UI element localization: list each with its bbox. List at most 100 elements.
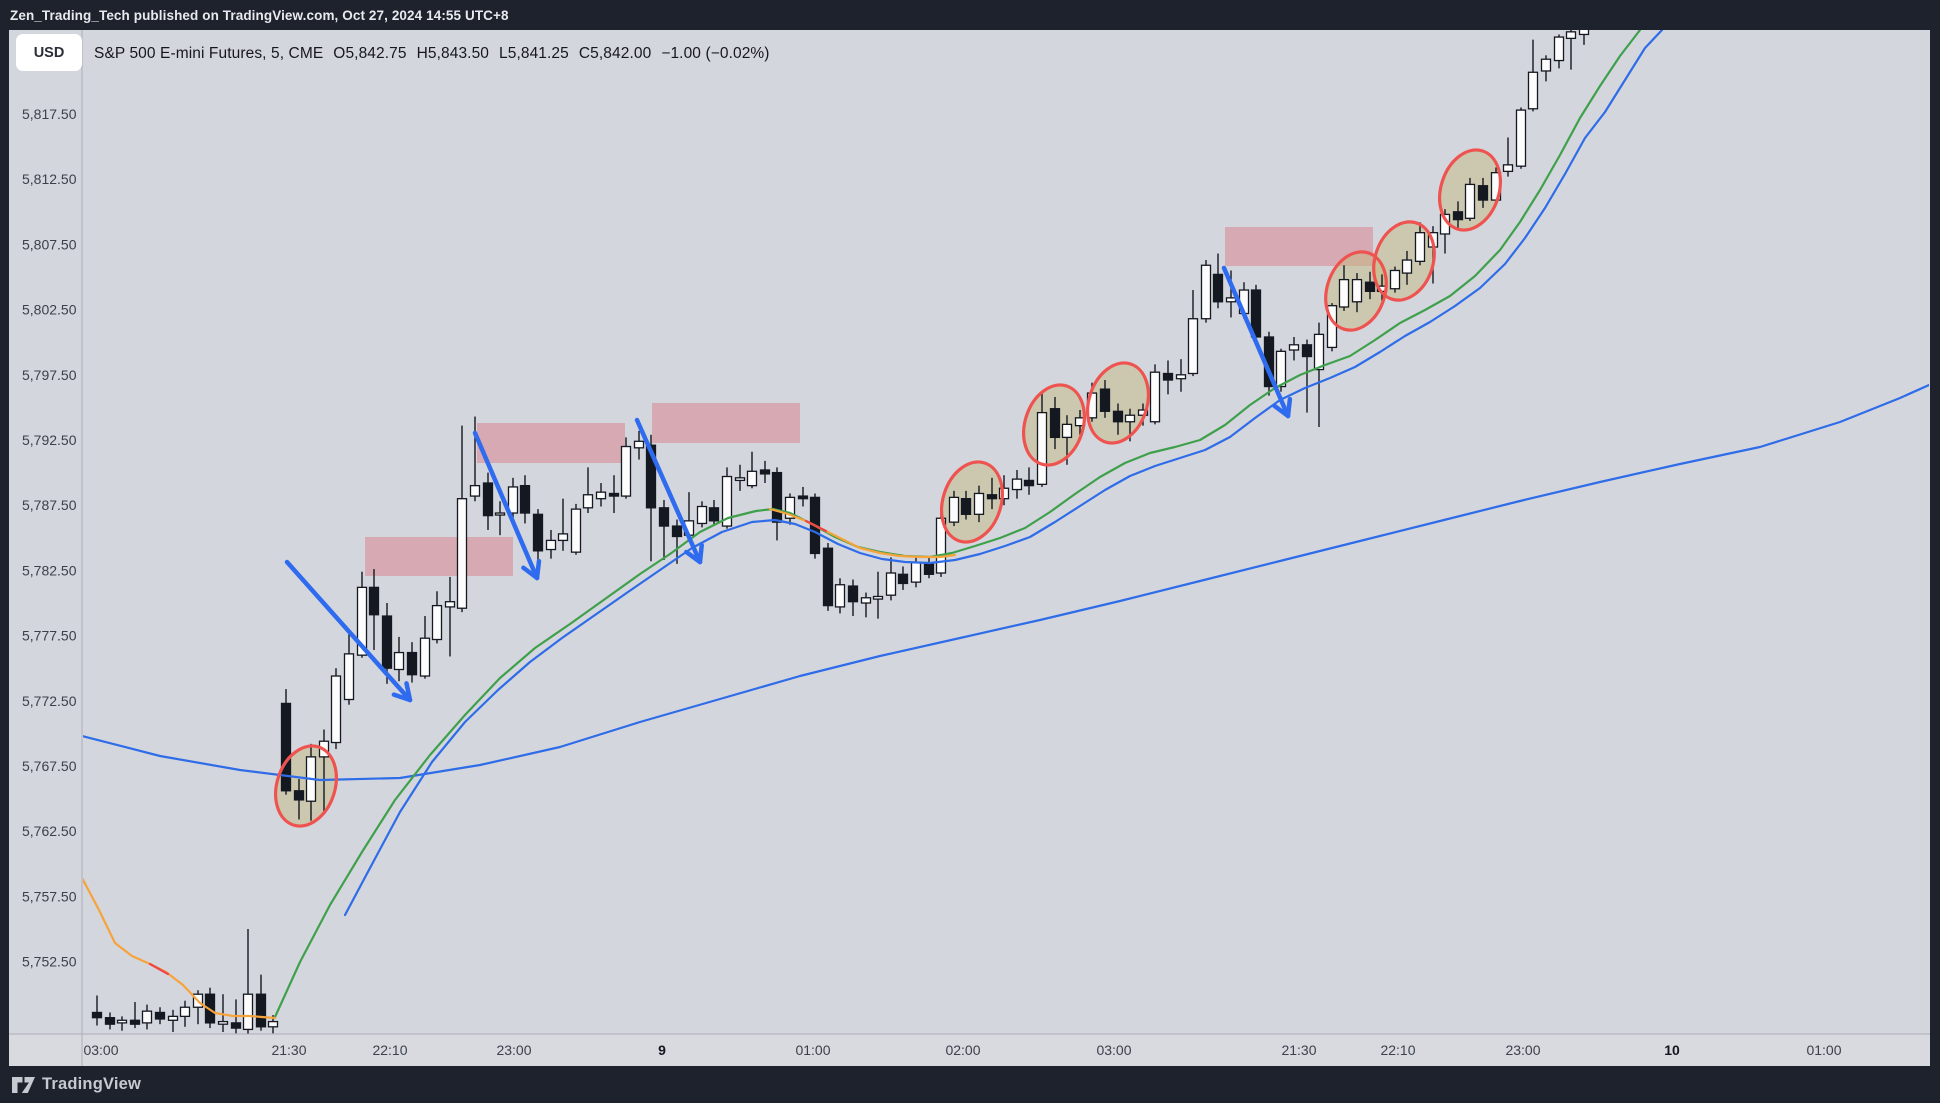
candle-bearish <box>822 547 834 607</box>
candle-bearish <box>986 494 998 500</box>
arrow-head <box>534 558 542 581</box>
candle-bearish <box>293 790 305 801</box>
tradingview-logo-icon <box>12 1076 35 1093</box>
brand-text: TradingView <box>42 1075 142 1093</box>
down-arrow-drawing[interactable] <box>284 559 413 703</box>
ma-red-left <box>148 962 170 976</box>
arrow-head <box>1272 403 1291 419</box>
highlight-ellipse[interactable] <box>1364 214 1444 308</box>
arrow-head <box>404 681 413 703</box>
time-axis-label: 23:00 <box>1505 1042 1540 1058</box>
supply-zone-box[interactable] <box>652 403 800 443</box>
currency-toggle-button[interactable]: USD <box>16 34 82 71</box>
change-value: −1.00 (−0.02%) <box>661 45 770 62</box>
candle-bearish <box>482 482 494 517</box>
candle-bullish <box>217 1020 229 1025</box>
candle-bullish <box>696 505 708 525</box>
arrow-shaft <box>1221 265 1291 419</box>
candle-bullish <box>1175 374 1187 380</box>
candle-bullish <box>469 484 481 497</box>
arrow-head <box>697 542 704 565</box>
highlight-ellipse[interactable] <box>266 738 347 834</box>
down-arrow-drawing[interactable] <box>634 417 704 565</box>
candle-bullish <box>1288 344 1300 351</box>
price-axis-label: 5,767.50 <box>22 758 77 774</box>
candle-bullish <box>179 1006 191 1018</box>
time-axis-strip[interactable] <box>9 1034 1930 1066</box>
highlight-ellipse[interactable] <box>1316 244 1396 338</box>
arrow-head <box>1285 396 1293 419</box>
highlight-ellipse-fill[interactable] <box>1078 355 1159 451</box>
candle-bearish <box>154 1011 166 1020</box>
chart-pane[interactable] <box>82 16 1929 1034</box>
candle-bearish <box>658 507 670 527</box>
highlight-ellipse[interactable] <box>1014 377 1095 473</box>
candle-bullish <box>1187 318 1199 375</box>
down-arrow-drawing[interactable] <box>472 430 542 581</box>
candle-bullish <box>1313 333 1325 371</box>
candle-bullish <box>1540 58 1552 72</box>
supply-zone-box[interactable] <box>365 537 513 576</box>
price-axis-label: 5,787.50 <box>22 497 77 513</box>
candle-bearish <box>104 1017 116 1025</box>
down-arrow-drawing[interactable] <box>1221 265 1293 419</box>
candle-bullish <box>746 470 758 487</box>
candle-bullish <box>1414 232 1426 263</box>
time-axis-label: 03:00 <box>1096 1042 1131 1058</box>
time-axis-label: 03:00 <box>83 1042 118 1058</box>
arrow-head <box>684 549 703 565</box>
candle-bullish <box>633 440 645 449</box>
candle-bullish <box>784 496 796 519</box>
candle-bullish <box>116 1019 128 1024</box>
candle-bearish <box>381 615 393 669</box>
time-axis-label: 01:00 <box>1806 1042 1841 1058</box>
candle-bearish <box>280 702 292 792</box>
ma-orange-left <box>83 877 277 1020</box>
arrow-head <box>521 565 540 581</box>
candle-bearish <box>1049 408 1061 439</box>
arrow-head <box>391 692 413 703</box>
candle-bearish <box>608 492 620 497</box>
arrow-shaft <box>634 417 703 565</box>
time-axis[interactable]: 03:00 21:30 22:10 23:00 9 01:00 02:00 03:00 21:3… <box>83 1042 1841 1058</box>
candle-bullish <box>1200 264 1212 320</box>
price-axis[interactable]: 5,817.50 5,812.50 5,807.50 5,802.50 5,797.50… <box>22 106 77 970</box>
price-axis-label: 5,792.50 <box>22 432 77 448</box>
candle-bullish <box>620 445 632 497</box>
ma-long-blue <box>83 383 1929 782</box>
candle-bullish <box>1578 30 1590 36</box>
candle-bullish <box>1011 478 1023 491</box>
price-axis-label: 5,782.50 <box>22 562 77 578</box>
highlight-ellipse[interactable] <box>932 454 1013 550</box>
ma-mid-blue <box>343 30 1664 917</box>
price-axis-label: 5,797.50 <box>22 367 77 383</box>
candle-bearish <box>1112 410 1124 423</box>
price-axis-label: 5,807.50 <box>22 236 77 252</box>
candle-bearish <box>368 586 380 616</box>
price-axis-label: 5,757.50 <box>22 888 77 904</box>
ohlc-close: C5,842.00 <box>578 45 652 62</box>
candle-bullish <box>1401 259 1413 274</box>
candle-bullish <box>860 597 872 604</box>
highlight-ellipse[interactable] <box>1078 355 1159 451</box>
candle-bearish <box>255 993 267 1028</box>
candle-bullish <box>570 508 582 553</box>
candle-bearish <box>797 495 809 500</box>
candle-bearish <box>1162 372 1174 381</box>
time-axis-day-label: 10 <box>1664 1042 1680 1058</box>
candle-bullish <box>1275 350 1287 388</box>
candle-bullish <box>595 491 607 500</box>
highlight-ellipse[interactable] <box>1430 142 1511 238</box>
price-axis-label: 5,802.50 <box>22 302 77 318</box>
candle-bearish <box>1477 185 1489 201</box>
price-axis-label: 5,812.50 <box>22 171 77 187</box>
candle-bearish <box>708 507 720 522</box>
supply-zone-box[interactable] <box>477 423 625 463</box>
chart-title: S&P 500 E-mini Futures, 5, CME O5,842.75… <box>94 45 770 63</box>
candle-bearish <box>1301 344 1313 358</box>
ohlc-open: O5,842.75 <box>333 45 407 62</box>
candle-bullish <box>330 675 342 744</box>
candle-bullish <box>419 637 431 677</box>
arrow-shaft <box>472 430 540 581</box>
